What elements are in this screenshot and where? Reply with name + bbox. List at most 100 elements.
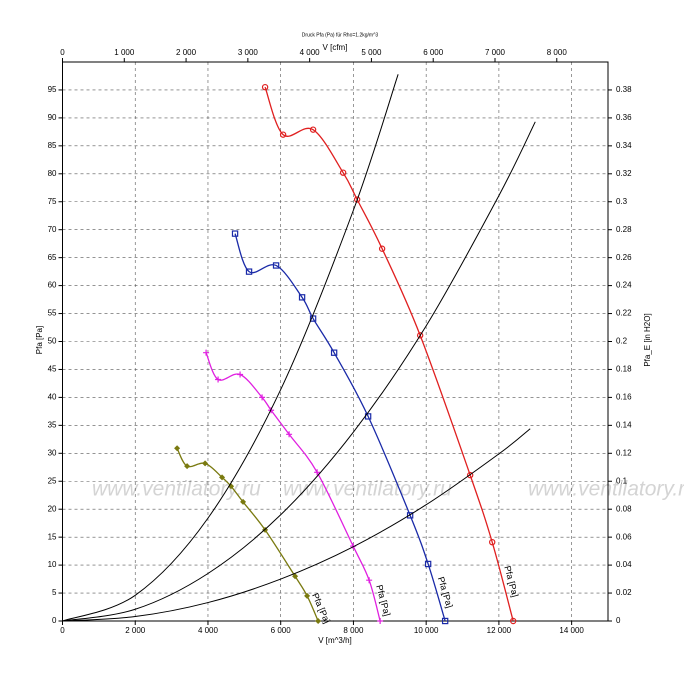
y-tick-label: 0 [52,616,57,625]
marker [366,577,373,584]
y-tick-label: 5 [52,588,57,597]
y2-tick-label: 0.26 [616,253,632,262]
y2-tick-label: 0.12 [616,448,632,457]
marker [416,332,424,339]
x2-tick-label: 7 000 [485,48,506,57]
marker [424,560,432,568]
y2-tick-label: 0.32 [616,169,632,178]
fan-curve [234,233,446,622]
y2-tick-label: 0.14 [616,420,632,429]
x-tick-label: 2 000 [125,626,146,635]
x-axis-label: V [m^3/h] [318,636,352,645]
chart-title: Druck Pfa (Pa) für Rho=1.2kg/m^3 [302,32,379,38]
x-tick-label: 10 000 [414,626,439,635]
y2-tick-label: 0.02 [616,588,632,597]
marker [353,196,361,203]
marker [339,169,347,176]
fan-curve [264,86,514,622]
y-tick-label: 35 [48,420,57,429]
marker [309,315,317,322]
marker [378,245,386,252]
watermark: www.ventilatory.ru [92,478,261,501]
y-tick-label: 30 [48,448,57,457]
x-tick-label: 12 000 [487,626,512,635]
y-tick-label: 55 [48,309,57,318]
marker [259,394,266,401]
x2-tick-label: 3 000 [238,48,259,57]
marker [286,431,293,438]
y2-tick-label: 0.1 [616,476,628,485]
y2-tick-label: 0.08 [616,504,632,513]
y2-tick-label: 0.06 [616,532,632,541]
marker [231,230,239,237]
curve-label: Pfa [Pa] [502,565,520,599]
y-tick-label: 65 [48,253,57,262]
watermark: www.ventilatory.ru [528,478,684,501]
y2-tick-label: 0.22 [616,309,632,318]
y-tick-label: 25 [48,476,57,485]
marker [292,573,299,580]
marker [202,460,209,467]
y2-tick-label: 0.28 [616,225,632,234]
marker [219,474,226,481]
marker [245,268,253,275]
marker [237,371,244,378]
x-tick-label: 8 000 [343,626,364,635]
x2-tick-label: 0 [60,48,65,57]
x2-tick-label: 2 000 [176,48,197,57]
y2-tick-label: 0.04 [616,560,632,569]
y-tick-label: 75 [48,197,57,206]
curve-label: Pfa [Pa] [374,584,392,618]
watermark: www.ventilatory.ru [283,478,452,501]
y2-tick-label: 0.36 [616,113,632,122]
y2-tick-label: 0.3 [616,197,628,206]
marker [240,498,247,505]
y-tick-label: 20 [48,504,57,513]
y2-axis-label: Pfa_E [in H2O] [643,313,652,366]
marker [215,376,222,383]
x2-tick-label: 8 000 [547,48,568,57]
marker [489,538,496,546]
marker [272,262,280,269]
system-curve [62,74,399,622]
y2-tick-label: 0.24 [616,281,632,290]
y-tick-label: 10 [48,560,57,569]
y-tick-label: 80 [48,169,57,178]
y2-tick-label: 0 [616,616,621,625]
x-tick-label: 0 [60,626,65,635]
curve-label: Pfa [Pa] [310,591,332,624]
system-curve [62,428,531,622]
marker [279,131,287,138]
y-tick-label: 40 [48,393,57,402]
marker [315,618,322,624]
fan-curve [205,352,381,622]
marker [509,617,517,625]
y-tick-label: 50 [48,337,57,346]
x-tick-label: 6 000 [271,626,292,635]
y-axis-label: Pfa [Pa] [35,326,44,354]
y2-tick-label: 0.18 [616,365,632,374]
y-tick-label: 45 [48,365,57,374]
x2-tick-label: 4 000 [300,48,321,57]
y-tick-label: 60 [48,281,57,290]
marker [261,83,269,91]
marker [314,469,321,476]
x2-axis-label: V [cfm] [323,43,348,52]
marker [174,445,181,452]
marker [298,294,306,301]
fan-curve [176,447,319,622]
marker [441,617,449,625]
marker [203,349,210,356]
y-tick-label: 95 [48,85,57,94]
marker [184,463,191,470]
marker [377,618,384,624]
y-tick-label: 70 [48,225,57,234]
x2-tick-label: 1 000 [114,48,135,57]
y2-tick-label: 0.34 [616,141,632,150]
y2-tick-label: 0.38 [616,85,632,94]
y2-tick-label: 0.16 [616,393,632,402]
x2-tick-label: 6 000 [423,48,444,57]
marker [304,592,311,599]
x2-tick-label: 5 000 [361,48,382,57]
